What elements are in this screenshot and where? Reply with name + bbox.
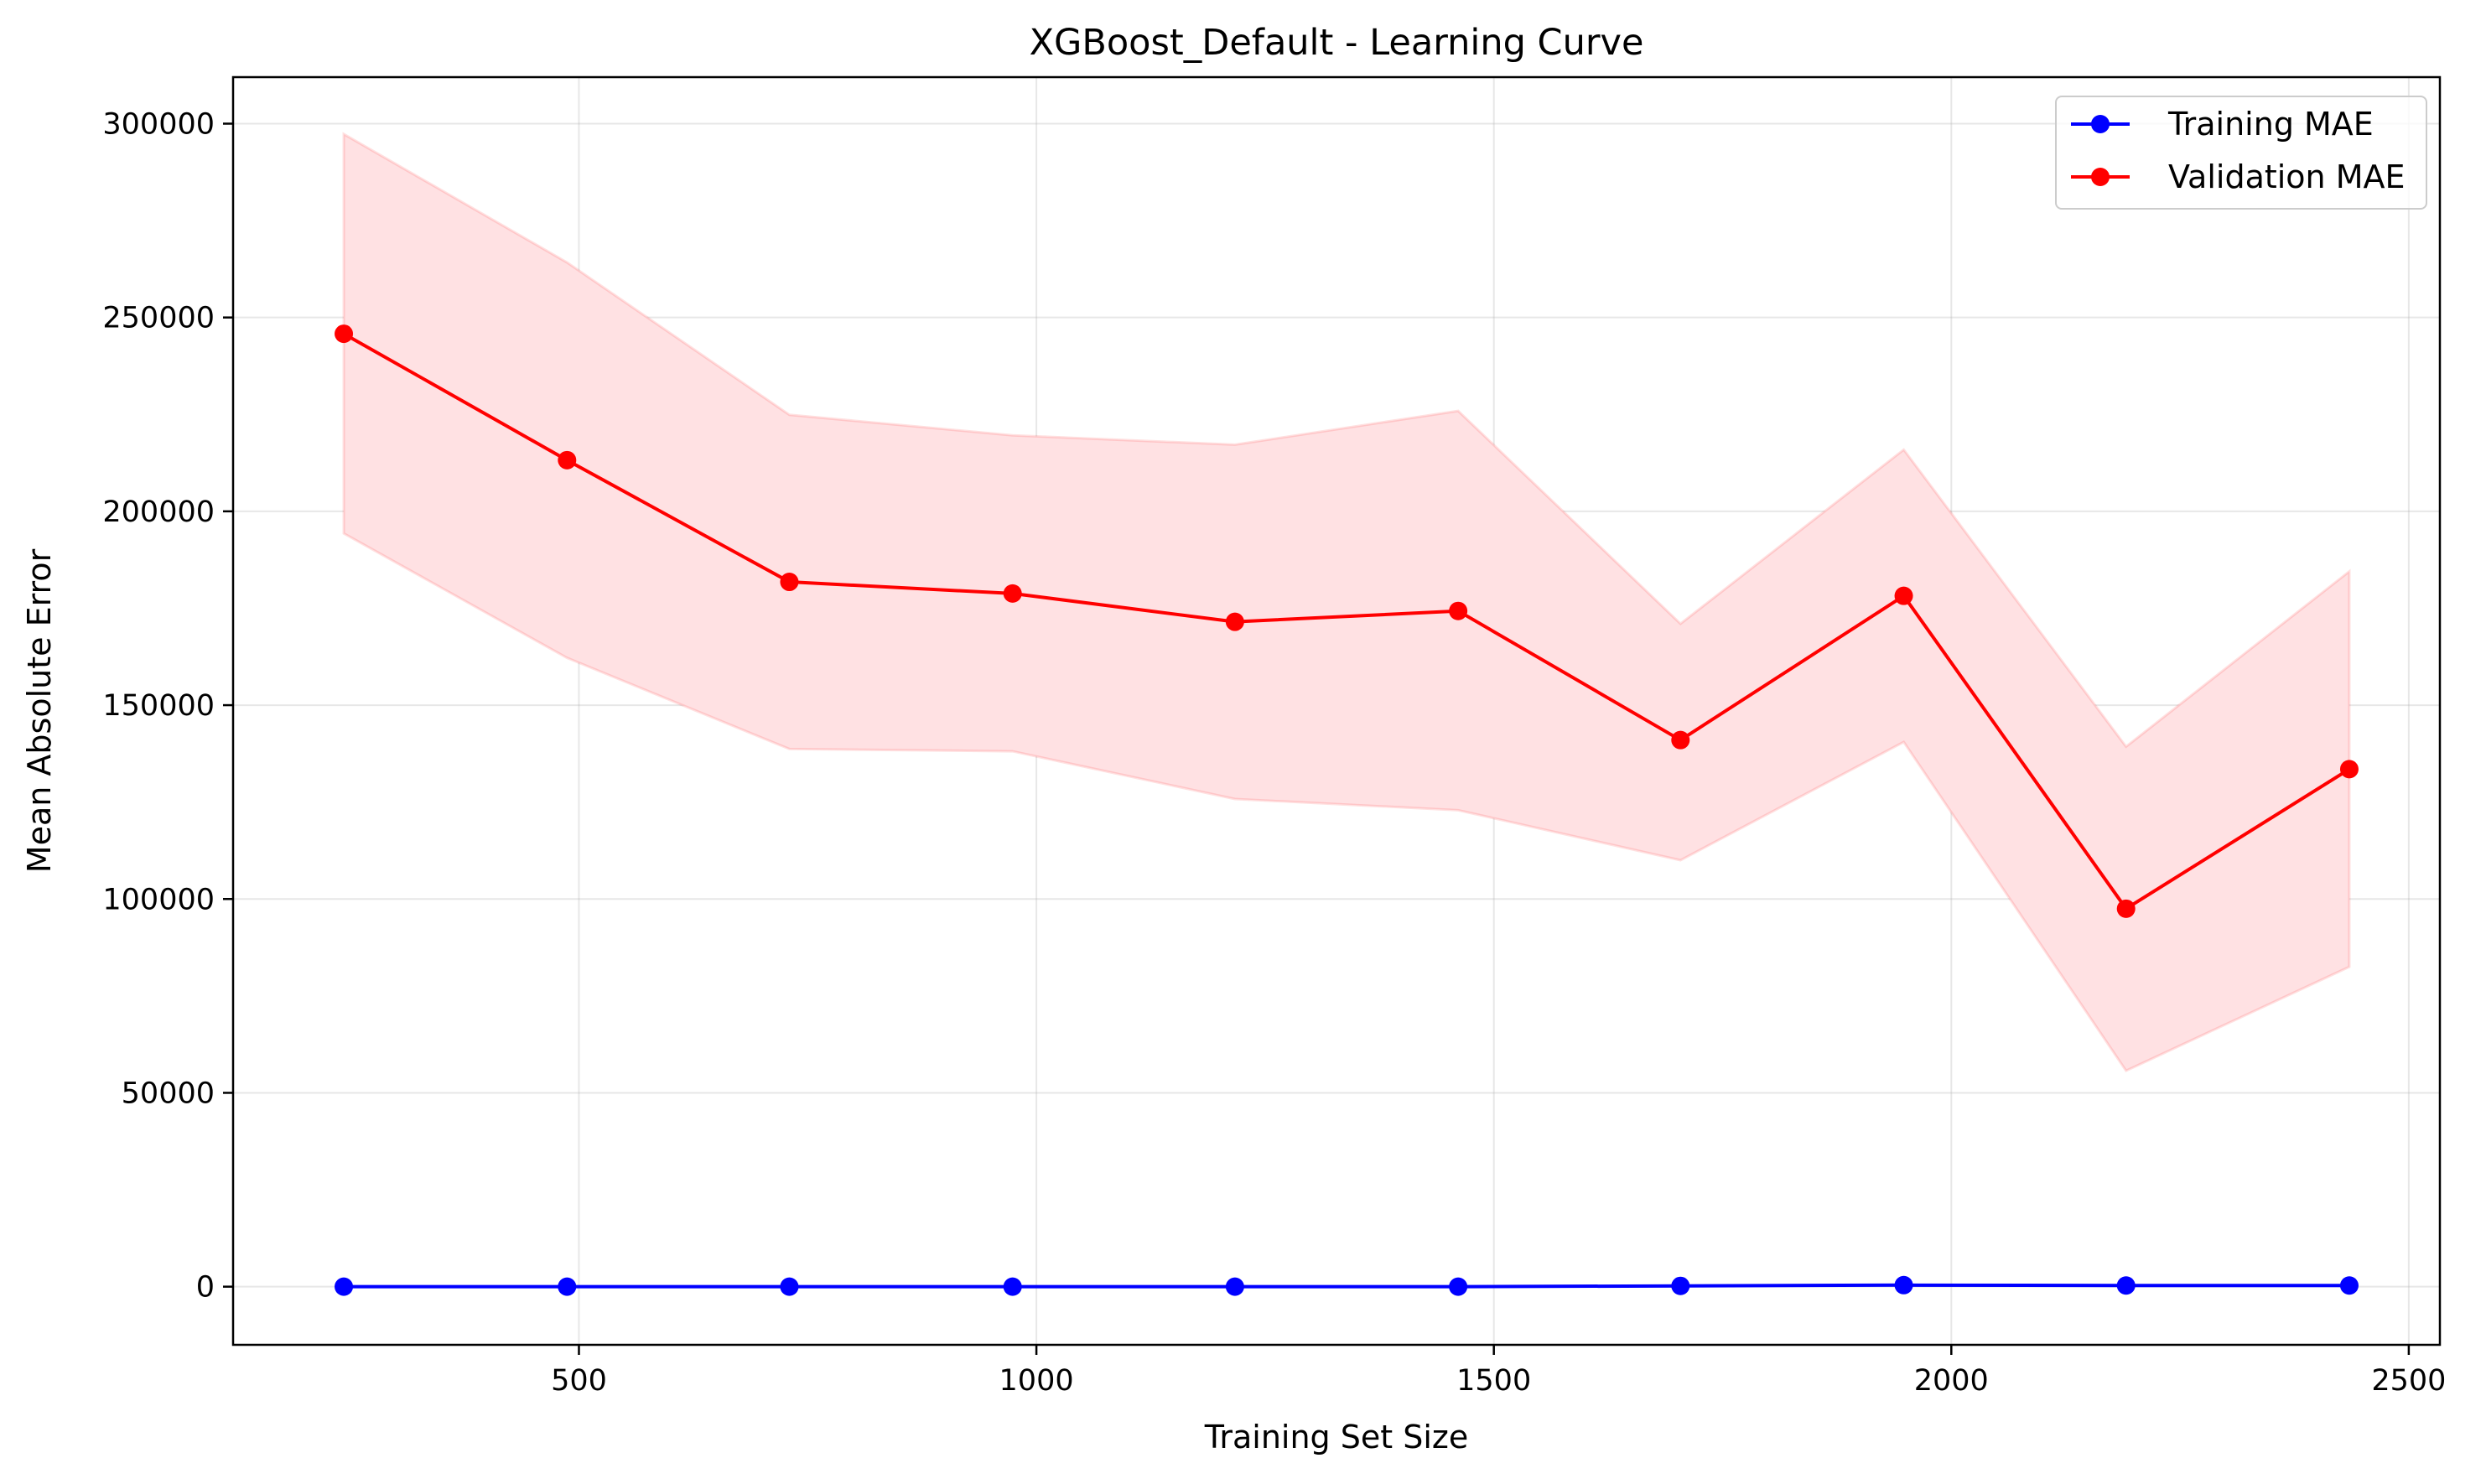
validation-mae-point xyxy=(1671,730,1690,750)
y-tick-label: 300000 xyxy=(102,107,215,141)
x-tick-label: 2500 xyxy=(2371,1364,2446,1398)
validation-mae-point xyxy=(780,573,799,592)
validation-mae-point xyxy=(2116,899,2136,918)
validation-mae-line xyxy=(343,332,2351,911)
validation-mae-point xyxy=(1449,601,1468,620)
y-axis-label: Mean Absolute Error xyxy=(21,548,58,873)
training-mae-point xyxy=(335,1277,354,1296)
x-tick-label: 1500 xyxy=(1456,1364,1531,1398)
axis-ticks: 500 1000 1500 2000 2500 0 50000 100000 150000 200… xyxy=(102,107,2446,1398)
training-mae-point xyxy=(1449,1277,1468,1296)
legend-marker-training xyxy=(2091,115,2110,133)
validation-mae-band xyxy=(342,132,2351,1072)
x-tick-label: 1000 xyxy=(999,1364,1074,1398)
y-tick-label: 50000 xyxy=(122,1077,215,1110)
x-tick-label: 500 xyxy=(551,1364,607,1398)
training-mae-point xyxy=(558,1277,577,1296)
x-tick-label: 2000 xyxy=(1914,1364,1989,1398)
legend: Training MAE Validation MAE xyxy=(2055,96,2427,210)
legend-marker-validation xyxy=(2091,168,2110,186)
training-mae-point xyxy=(1003,1277,1022,1296)
y-tick-label: 0 xyxy=(196,1271,215,1305)
validation-mae-point xyxy=(1894,586,1913,605)
validation-mae-point xyxy=(1003,584,1022,603)
validation-mae-point xyxy=(1225,612,1244,631)
training-mae-point xyxy=(780,1277,799,1296)
validation-mae-point xyxy=(335,324,354,344)
training-mae-point xyxy=(1225,1277,1244,1296)
training-mae-point xyxy=(2116,1276,2136,1295)
chart-title: XGBoost_Default - Learning Curve xyxy=(1030,22,1644,64)
y-tick-label: 200000 xyxy=(102,496,215,529)
series-lines xyxy=(335,324,2359,1296)
y-tick-label: 150000 xyxy=(102,689,215,723)
training-mae-point xyxy=(1894,1275,1913,1295)
training-mae-point xyxy=(1671,1276,1690,1295)
training-mae-point xyxy=(2339,1276,2359,1295)
validation-mae-point xyxy=(2339,760,2359,779)
legend-box xyxy=(2055,96,2427,210)
legend-label-validation: Validation MAE xyxy=(2168,158,2406,195)
confidence-bands xyxy=(342,132,2351,1072)
y-tick-label: 100000 xyxy=(102,883,215,916)
validation-mae-point xyxy=(558,450,577,470)
plot-frame xyxy=(231,75,2442,1346)
legend-label-training: Training MAE xyxy=(2167,106,2374,143)
x-axis-label: Training Set Size xyxy=(1204,1419,1469,1455)
training-mae-line xyxy=(344,1283,2349,1289)
y-tick-label: 250000 xyxy=(102,302,215,335)
